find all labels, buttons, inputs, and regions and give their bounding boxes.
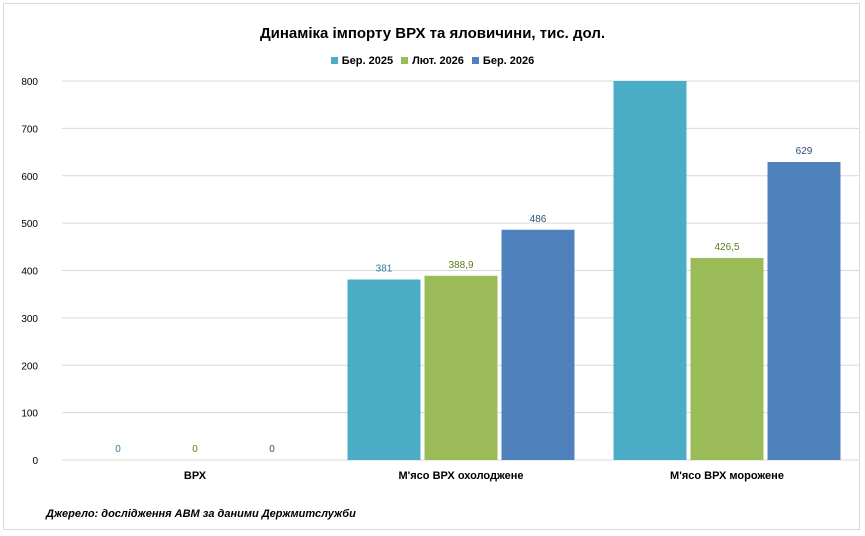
data-label: 0 <box>269 444 275 455</box>
y-tick-label: 200 <box>21 361 38 372</box>
x-category-label: М'ясо ВРХ охолоджене <box>398 470 523 482</box>
y-tick-label: 0 <box>32 456 38 467</box>
data-label: 381 <box>376 264 393 275</box>
legend-label: Лют. 2026 <box>412 55 464 67</box>
legend-item-1: Бер. 2025 <box>330 55 394 67</box>
y-tick-label: 300 <box>21 314 38 325</box>
data-label: 629 <box>796 146 813 157</box>
legend-item-3: Бер. 2026 <box>471 55 535 67</box>
y-tick-label: 700 <box>21 124 38 135</box>
data-label: 0 <box>115 444 121 455</box>
legend-swatch <box>401 57 409 64</box>
data-label: 426,5 <box>714 242 739 253</box>
chart-legend: Бер. 2025 Лют. 2026 Бер. 2026 <box>4 55 861 67</box>
y-tick-label: 500 <box>21 219 38 230</box>
source-note: Джерело: дослідження АВМ за даними Держм… <box>46 508 356 520</box>
y-tick-label: 100 <box>21 409 38 420</box>
x-category-label: ВРХ <box>184 470 207 482</box>
legend-item-2: Лют. 2026 <box>401 55 464 67</box>
bar <box>501 229 575 460</box>
bar <box>347 279 421 460</box>
bar <box>767 162 841 461</box>
y-tick-label: 800 <box>21 77 38 88</box>
data-label: 486 <box>530 214 547 225</box>
bar <box>424 275 498 460</box>
chart-title: Динаміка імпорту ВРХ та яловичини, тис. … <box>259 25 606 42</box>
bar <box>613 81 687 460</box>
x-category-label: М'ясо ВРХ морожене <box>670 470 784 482</box>
y-tick-label: 600 <box>21 172 38 183</box>
bar <box>690 257 764 460</box>
data-label: 0 <box>192 444 198 455</box>
y-tick-label: 400 <box>21 267 38 278</box>
legend-label: Бер. 2025 <box>341 55 394 67</box>
legend-label: Бер. 2026 <box>482 55 535 67</box>
legend-swatch <box>471 57 479 64</box>
data-label: 388,9 <box>448 260 473 271</box>
legend-swatch <box>330 57 338 64</box>
